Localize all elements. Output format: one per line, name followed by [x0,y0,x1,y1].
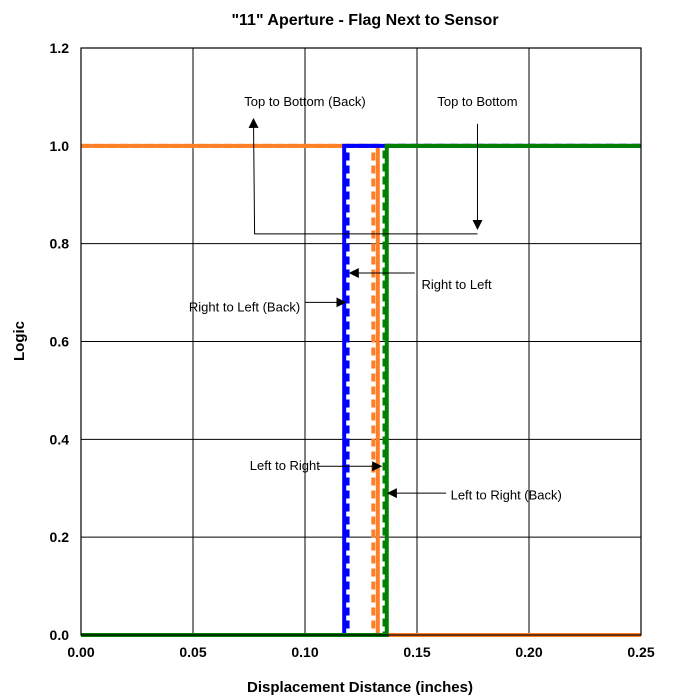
y-tick-label: 0.2 [50,529,70,545]
series-group [81,143,641,637]
y-axis-title: Logic [11,321,28,361]
series-line [81,143,641,637]
annotation-label: Top to Bottom (Back) [244,94,365,109]
y-tick-label: 1.2 [50,40,70,56]
y-tick-label: 1.0 [50,138,70,154]
annotations: Top to Bottom (Back) Top to Bottom Right t… [189,94,562,503]
annotation-label: Right to Left [421,277,491,292]
series-line [81,143,641,637]
annotation-label: Left to Right [250,458,320,473]
x-tick-label: 0.00 [67,644,94,660]
annotation-label: Left to Right (Back) [451,488,562,503]
y-tick-label: 0.4 [50,431,70,447]
x-tick-label: 0.25 [627,644,654,660]
x-tick-label: 0.15 [403,644,430,660]
x-tick-label: 0.10 [291,644,318,660]
annotation-leader [248,117,478,235]
y-tick-label: 0.0 [50,627,70,643]
annotation-label: Top to Bottom [437,94,517,109]
plot-frame [80,47,642,636]
chart-title: "11" Aperture - Flag Next to Sensor [231,12,498,29]
x-tick-label: 0.20 [515,644,542,660]
series-line [81,143,641,637]
grid [80,47,642,636]
annotation-label: Right to Left (Back) [189,299,300,314]
y-tick-label: 0.8 [50,236,70,252]
y-tick-label: 0.6 [50,334,70,350]
x-tick-label: 0.05 [179,644,206,660]
series-line [81,143,641,637]
tick-labels: 0.00 0.05 0.10 0.15 0.20 0.25 0.0 0.2 0.4 0.6 0.8 1… [50,40,655,660]
series-line [81,143,641,637]
x-axis-title: Displacement Distance (inches) [247,679,473,696]
series-line [81,143,641,637]
